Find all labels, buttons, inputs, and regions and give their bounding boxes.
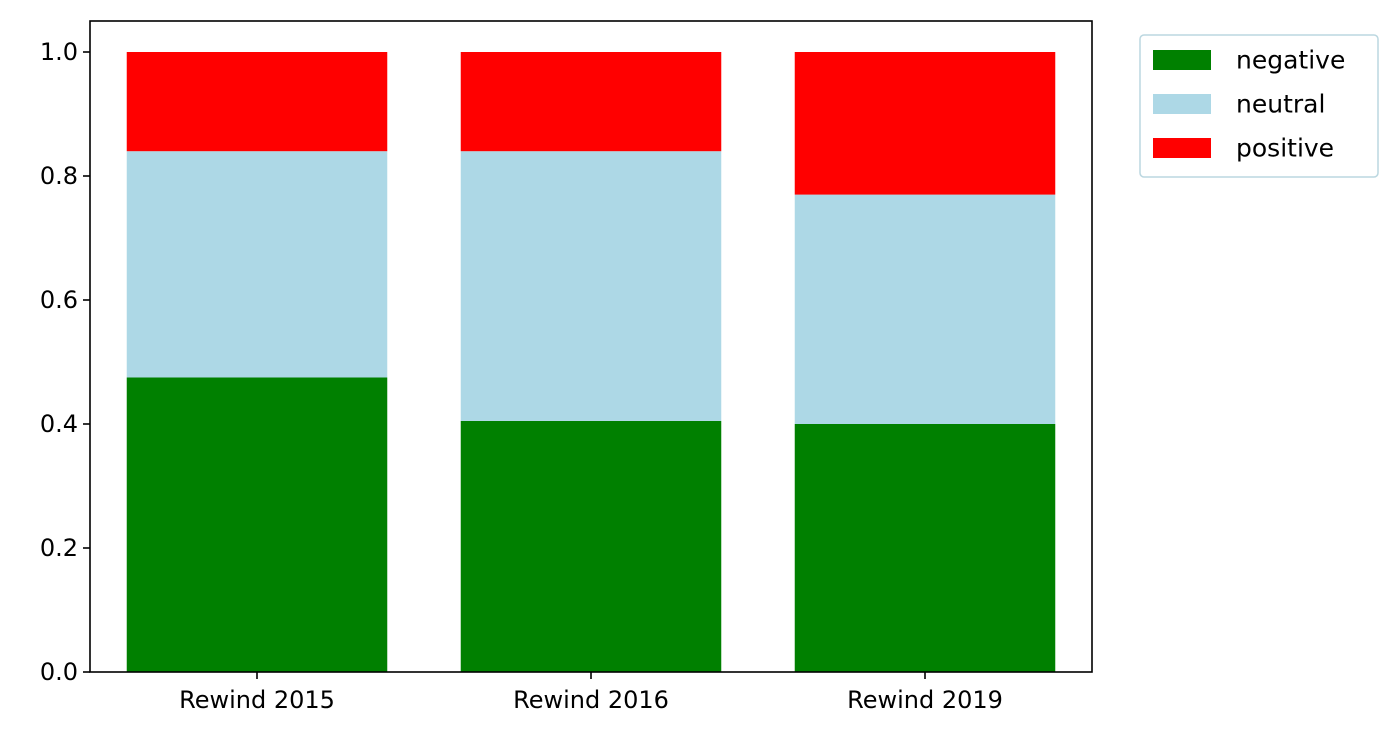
x-tick-label: Rewind 2019 xyxy=(847,686,1003,714)
bar-negative-1 xyxy=(126,377,388,672)
y-tick-label: 0.2 xyxy=(40,534,78,562)
legend-swatch-negative xyxy=(1153,50,1211,70)
bars-layer xyxy=(126,52,1056,672)
legend-swatch-neutral xyxy=(1153,94,1211,114)
bar-positive-1 xyxy=(126,52,388,152)
y-tick-label: 0.8 xyxy=(40,162,78,190)
legend-swatch-positive xyxy=(1153,138,1211,158)
legend: negative neutral positive xyxy=(1139,34,1379,178)
bar-neutral-1 xyxy=(126,151,388,378)
legend-label-neutral: neutral xyxy=(1236,90,1325,119)
x-tick-label: Rewind 2016 xyxy=(513,686,669,714)
y-tick-label: 1.0 xyxy=(40,38,78,66)
y-tick-label: 0.6 xyxy=(40,286,78,314)
bar-neutral-3 xyxy=(794,194,1056,424)
bar-negative-3 xyxy=(794,424,1056,672)
bar-positive-3 xyxy=(794,52,1056,195)
bar-positive-2 xyxy=(460,52,722,152)
bar-negative-2 xyxy=(460,420,722,672)
y-tick-label: 0.4 xyxy=(40,410,78,438)
legend-label-positive: positive xyxy=(1236,134,1334,163)
legend-label-negative: negative xyxy=(1236,46,1345,75)
bar-neutral-2 xyxy=(460,151,722,421)
y-axis: 0.0 0.2 0.4 0.6 0.8 1.0 xyxy=(40,38,90,686)
y-tick-label: 0.0 xyxy=(40,658,78,686)
x-tick-label: Rewind 2015 xyxy=(179,686,335,714)
x-axis: Rewind 2015 Rewind 2016 Rewind 2019 xyxy=(179,672,1003,714)
